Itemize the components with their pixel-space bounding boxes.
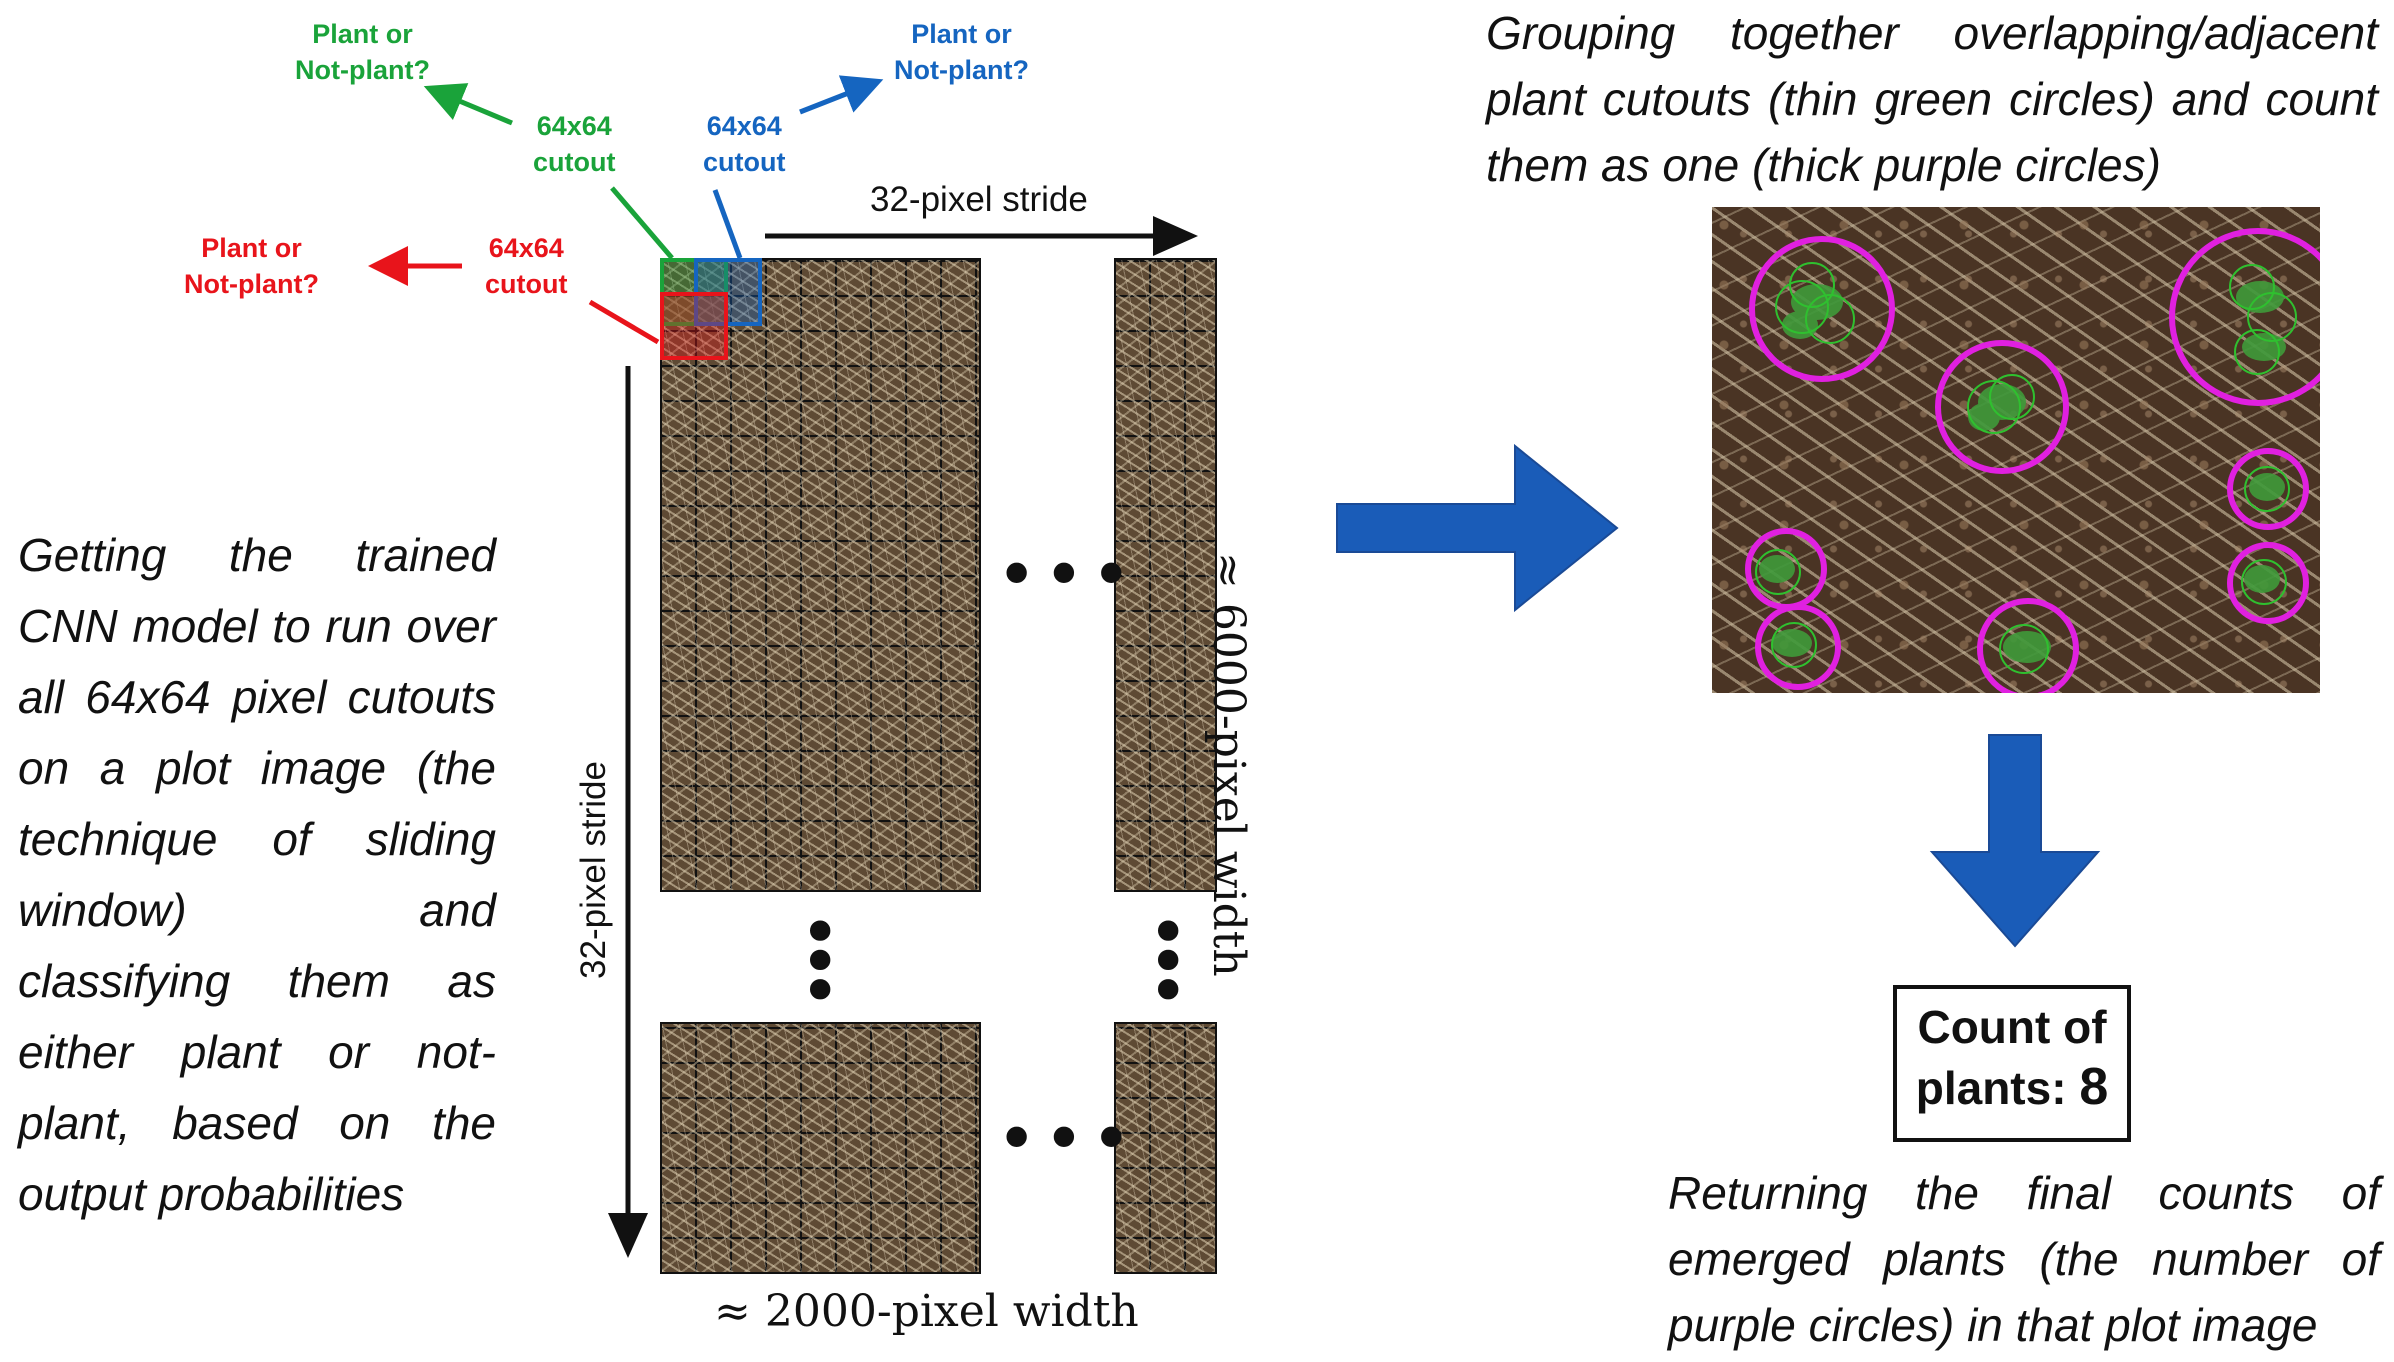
image-grid-bottom-right xyxy=(1114,1022,1217,1274)
vertical-ellipsis-left: ••• xyxy=(777,910,859,998)
down-flow-arrow xyxy=(1929,734,2101,948)
left-description: Getting the trained CNN model to run ove… xyxy=(18,529,496,1220)
bottom-right-description: Returning the final counts of emerged pl… xyxy=(1668,1167,2380,1351)
right-flow-arrow xyxy=(1336,443,1619,613)
blue-cutout-connector xyxy=(712,189,743,259)
plant-leaves xyxy=(1759,281,2286,663)
blue-cutout-label: 64x64 cutout xyxy=(703,111,786,177)
plant-count-box: Count of plants: 8 xyxy=(1893,985,2131,1142)
image-grid-top-right xyxy=(1114,258,1217,892)
horizontal-stride-label: 32-pixel stride xyxy=(870,180,1088,219)
thin-green-circles xyxy=(1755,262,2297,674)
red-cutout-label: 64x64 cutout xyxy=(485,233,568,299)
top-right-description: Grouping together overlapping/adjacent p… xyxy=(1486,7,2378,191)
plant-circles-overlay xyxy=(1745,228,2320,693)
height-dimension-label: ≈ 6000-pixel width xyxy=(1203,552,1254,977)
green-cutout-label: 64x64 cutout xyxy=(533,111,616,177)
green-cutout-connector xyxy=(610,186,674,260)
horizontal-ellipsis-bottom: ••• xyxy=(996,1098,1138,1180)
count-value: 8 xyxy=(2079,1058,2109,1116)
count-line1: Count of xyxy=(1917,1001,2107,1053)
red-plant-question: Plant or Not-plant? xyxy=(184,233,319,299)
red-cutout-square xyxy=(660,292,728,360)
vertical-ellipsis-right: ••• xyxy=(1125,910,1207,998)
horizontal-ellipsis-top: ••• xyxy=(996,534,1138,616)
blue-question-arrow xyxy=(799,75,884,115)
green-plant-question: Plant or Not-plant? xyxy=(295,19,430,85)
count-line2: plants: 8 xyxy=(1897,1057,2127,1118)
purple-count-circles xyxy=(1745,228,2320,693)
blue-plant-question: Plant or Not-plant? xyxy=(894,19,1029,85)
image-grid-bottom-left xyxy=(660,1022,981,1274)
red-cutout-connector xyxy=(588,299,660,345)
count-label: plants: xyxy=(1915,1062,2067,1114)
image-grid-top-left xyxy=(660,258,981,892)
green-question-arrow xyxy=(423,83,513,126)
vertical-stride-label: 32-pixel stride xyxy=(574,761,613,979)
width-dimension-label: ≈ 2000-pixel width xyxy=(714,1286,1139,1337)
